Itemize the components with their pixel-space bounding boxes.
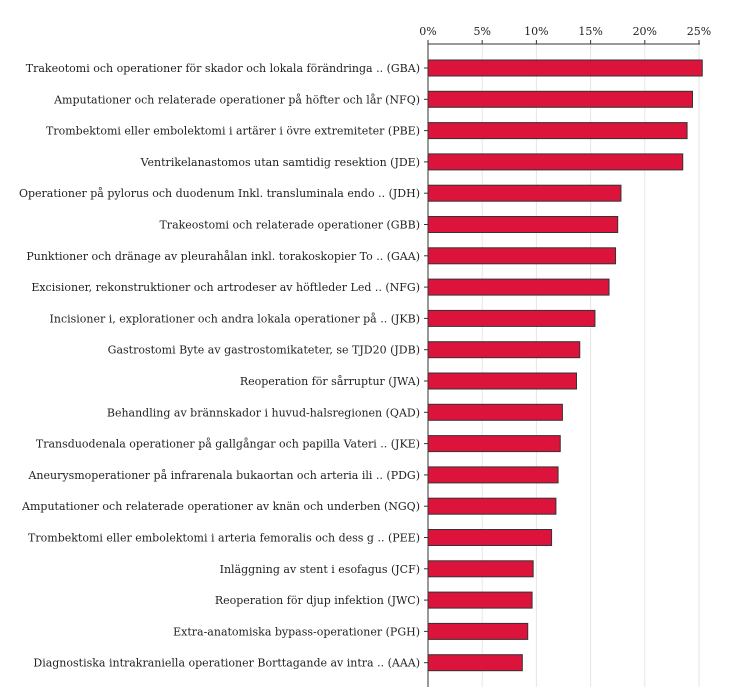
- category-label: Excisioner, rekonstruktioner och artrode…: [31, 281, 420, 294]
- bar: [427, 372, 578, 390]
- bars: [427, 59, 703, 672]
- bar: [427, 90, 693, 108]
- category-label: Diagnostiska intrakraniella operationer …: [33, 657, 420, 670]
- category-label: Trombektomi eller embolektomi i artärer …: [46, 125, 420, 138]
- bar: [427, 341, 581, 359]
- x-tick-label: 5%: [473, 25, 490, 38]
- x-axis-ticks: 0% 5% 10% 15% 20% 25%: [419, 25, 711, 44]
- category-label: Incisioner i, explorationer och andra lo…: [50, 312, 420, 325]
- category-label: Reoperation för sårruptur (JWA): [240, 375, 420, 388]
- bar: [427, 309, 596, 327]
- x-tick-label: 20%: [633, 25, 657, 38]
- bar: [427, 153, 684, 171]
- bar: [427, 435, 561, 453]
- x-tick-label: 25%: [687, 25, 711, 38]
- bar: [427, 466, 559, 484]
- category-label: Transduodenala operationer på gallgångar…: [36, 438, 420, 451]
- x-tick-label: 0%: [419, 25, 436, 38]
- bar: [427, 247, 617, 265]
- bar: [427, 497, 557, 515]
- bar: [427, 122, 688, 140]
- category-label: Punktioner och dränage av pleurahålan in…: [26, 250, 420, 263]
- bar: [427, 59, 703, 77]
- grid-lines: [481, 44, 700, 687]
- bar: [427, 529, 553, 546]
- category-label: Gastrostomi Byte av gastrostomikateter, …: [108, 344, 420, 357]
- category-label: Ventrikelanastomos utan samtidig resekti…: [140, 156, 420, 169]
- category-label: Inläggning av stent i esofagus (JCF): [220, 563, 420, 576]
- category-label: Amputationer och relaterade operationer …: [53, 93, 420, 106]
- bar: [427, 591, 533, 609]
- category-label: Extra-anatomiska bypass-operationer (PGH…: [173, 625, 420, 638]
- category-label: Aneurysmoperationer på infrarenala bukao…: [27, 469, 420, 482]
- category-label: Amputationer och relaterade operationer …: [21, 500, 420, 513]
- bar: [427, 654, 523, 672]
- bar: [427, 622, 529, 640]
- x-tick-label: 10%: [524, 25, 548, 38]
- category-label: Trombektomi eller embolektomi i arteria …: [28, 532, 420, 545]
- bar: [427, 216, 619, 233]
- bar: [427, 184, 622, 202]
- category-label: Trakeotomi och operationer för skador oc…: [26, 62, 420, 75]
- bar: [427, 278, 610, 296]
- category-label: Operationer på pylorus och duodenum Inkl…: [19, 187, 420, 200]
- category-label: Reoperation för djup infektion (JWC): [215, 594, 420, 607]
- category-labels: Trakeotomi och operationer för skador oc…: [19, 62, 428, 670]
- category-label: Trakeostomi och relaterade operationer (…: [159, 219, 420, 232]
- bar: [427, 403, 563, 421]
- category-label: Behandling av brännskador i huvud-halsre…: [107, 406, 420, 419]
- x-tick-label: 15%: [578, 25, 602, 38]
- bar: [427, 560, 534, 578]
